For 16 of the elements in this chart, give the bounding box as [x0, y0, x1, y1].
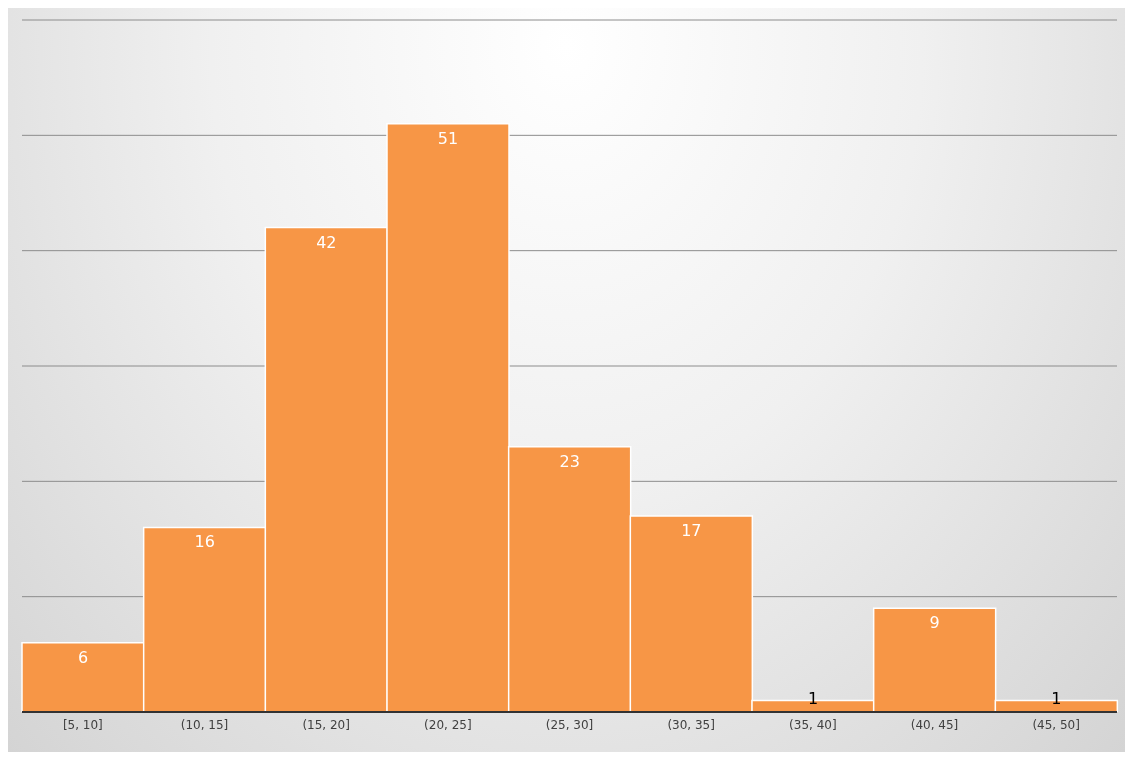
x-tick-label: (25, 30]	[545, 717, 594, 732]
data-label: 23	[559, 451, 580, 471]
data-label: 9	[929, 613, 940, 633]
x-tick-label: (45, 50]	[1032, 717, 1080, 732]
data-label: 51	[437, 128, 459, 148]
data-label: 42	[316, 232, 337, 252]
data-label: 16	[194, 532, 215, 552]
x-tick-label: (30, 35]	[667, 717, 715, 732]
x-tick-label: (35, 40]	[789, 717, 837, 732]
x-tick-label: [5, 10]	[62, 717, 103, 732]
data-label: 6	[77, 647, 89, 667]
x-tick-label: (40, 45]	[910, 717, 959, 732]
x-tick-label: (10, 15]	[180, 717, 229, 732]
x-tick-label: (20, 25]	[424, 717, 472, 732]
x-tick-label: (15, 20]	[302, 717, 350, 732]
data-label: 17	[681, 520, 702, 540]
